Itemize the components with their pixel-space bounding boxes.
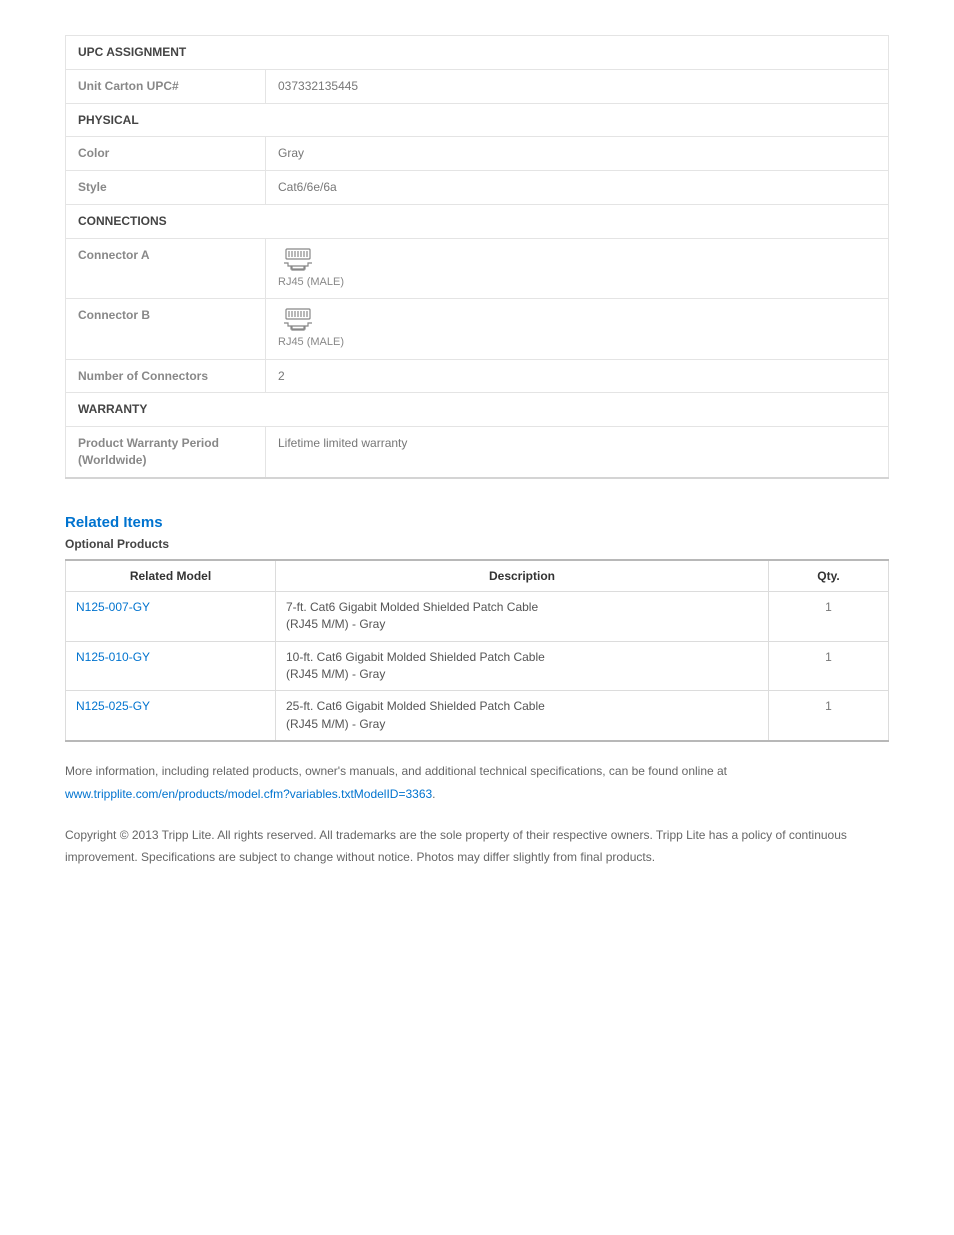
related-row: N125-010-GY 10-ft. Cat6 Gigabit Molded Sh… [66,641,889,691]
related-model-link[interactable]: N125-007-GY [76,600,150,614]
spec-section-header: WARRANTY [66,393,889,427]
spec-row-label: Connector A [66,238,266,298]
spec-row: StyleCat6/6e/6a [66,171,889,205]
related-table-body: N125-007-GY 7-ft. Cat6 Gigabit Molded Shi… [66,591,889,741]
spec-section-title: WARRANTY [66,393,889,427]
related-items-heading: Related Items [65,514,889,531]
spec-section-header: CONNECTIONS [66,204,889,238]
more-info-lead: More information, including related prod… [65,764,727,778]
related-model-cell: N125-007-GY [66,591,276,641]
col-header-desc: Description [276,560,769,592]
spec-row-value: Cat6/6e/6a [266,171,889,205]
related-desc-cell: 7-ft. Cat6 Gigabit Molded Shielded Patch… [276,591,769,641]
related-model-link[interactable]: N125-010-GY [76,650,150,664]
spec-row-label: Style [66,171,266,205]
spec-row-label: Unit Carton UPC# [66,69,266,103]
spec-row-label: Number of Connectors [66,359,266,393]
spec-row-label: Connector B [66,299,266,359]
spec-row-value: Gray [266,137,889,171]
spec-section-header: PHYSICAL [66,103,889,137]
spec-section-title: PHYSICAL [66,103,889,137]
related-table-header-row: Related Model Description Qty. [66,560,889,592]
spec-row-value: 037332135445 [266,69,889,103]
spec-row-value: Lifetime limited warranty [266,427,889,478]
spec-row: Unit Carton UPC#037332135445 [66,69,889,103]
related-model-cell: N125-010-GY [66,641,276,691]
spec-row: Connector B RJ45 (MALE) [66,299,889,359]
related-row: N125-007-GY 7-ft. Cat6 Gigabit Molded Shi… [66,591,889,641]
related-table: Related Model Description Qty. N125-007-… [65,559,889,742]
spec-row: ColorGray [66,137,889,171]
col-header-qty: Qty. [769,560,889,592]
more-info-trail: . [432,787,435,801]
related-row: N125-025-GY 25-ft. Cat6 Gigabit Molded Sh… [66,691,889,741]
related-qty-cell: 1 [769,691,889,741]
optional-products-heading: Optional Products [65,537,889,551]
connector-type-label: RJ45 (MALE) [278,336,344,348]
spec-row-value: 2 [266,359,889,393]
spec-section-title: CONNECTIONS [66,204,889,238]
related-qty-cell: 1 [769,641,889,691]
spec-row-label: Color [66,137,266,171]
spec-row: Connector A RJ45 (MALE) [66,238,889,298]
related-model-link[interactable]: N125-025-GY [76,699,150,713]
spec-table: UPC ASSIGNMENTUnit Carton UPC#0373321354… [65,35,889,479]
spec-section-title: UPC ASSIGNMENT [66,36,889,70]
spec-row: Number of Connectors2 [66,359,889,393]
spec-table-body: UPC ASSIGNMENTUnit Carton UPC#0373321354… [66,36,889,478]
spec-section-header: UPC ASSIGNMENT [66,36,889,70]
spec-row-label: Product Warranty Period (Worldwide) [66,427,266,478]
related-desc-cell: 10-ft. Cat6 Gigabit Molded Shielded Patc… [276,641,769,691]
page-content: UPC ASSIGNMENTUnit Carton UPC#0373321354… [0,0,954,921]
rj45-connector-icon [278,307,318,335]
spec-row-value: RJ45 (MALE) [266,299,889,359]
more-info-paragraph: More information, including related prod… [65,760,889,806]
related-qty-cell: 1 [769,591,889,641]
spec-row-value: RJ45 (MALE) [266,238,889,298]
more-info-link[interactable]: www.tripplite.com/en/products/model.cfm?… [65,787,432,801]
related-model-cell: N125-025-GY [66,691,276,741]
rj45-connector-icon [278,247,318,275]
related-desc-cell: 25-ft. Cat6 Gigabit Molded Shielded Patc… [276,691,769,741]
connector-type-label: RJ45 (MALE) [278,276,344,288]
copyright-text: Copyright © 2013 Tripp Lite. All rights … [65,824,889,870]
col-header-model: Related Model [66,560,276,592]
spec-row: Product Warranty Period (Worldwide)Lifet… [66,427,889,478]
